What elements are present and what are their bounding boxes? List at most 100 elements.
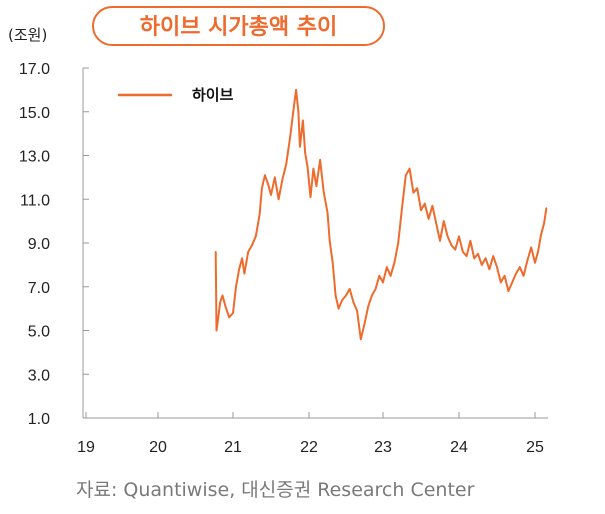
data-point bbox=[215, 329, 218, 332]
data-point bbox=[228, 316, 230, 319]
y-tick-label: 11.0 bbox=[20, 192, 50, 209]
data-point bbox=[264, 174, 266, 176]
x-tick-label: 23 bbox=[374, 439, 392, 456]
data-point bbox=[258, 213, 261, 216]
data-point bbox=[348, 288, 351, 290]
data-point bbox=[302, 119, 304, 122]
data-point bbox=[515, 272, 517, 275]
data-point bbox=[306, 165, 309, 168]
x-tick-label: 22 bbox=[300, 439, 318, 456]
data-point bbox=[232, 312, 234, 314]
data-point bbox=[235, 286, 237, 288]
data-point bbox=[309, 196, 312, 198]
y-tick-label: 9.0 bbox=[28, 236, 50, 253]
data-point bbox=[427, 218, 430, 220]
y-tick-label: 7.0 bbox=[28, 280, 50, 297]
data-point bbox=[530, 246, 532, 249]
data-point bbox=[386, 266, 388, 268]
data-point bbox=[261, 187, 263, 190]
data-point bbox=[435, 222, 438, 225]
data-point bbox=[503, 275, 506, 277]
y-tick-label: 5.0 bbox=[28, 324, 50, 341]
data-point bbox=[450, 244, 453, 246]
series-group bbox=[214, 88, 548, 341]
data-point bbox=[274, 176, 276, 179]
x-tick-label: 20 bbox=[149, 439, 167, 456]
title-pill bbox=[92, 6, 385, 46]
data-point bbox=[247, 251, 249, 253]
data-point bbox=[405, 174, 407, 176]
y-tick-group: 1.0 3.0 5.0 7.0 9.0 11.0 13.0 15.0 17.0 bbox=[19, 61, 89, 428]
data-point bbox=[522, 275, 525, 277]
data-point bbox=[319, 159, 321, 161]
data-point bbox=[439, 240, 441, 242]
data-point bbox=[382, 281, 384, 284]
data-point bbox=[424, 202, 426, 205]
data-point bbox=[408, 167, 411, 170]
data-point bbox=[270, 194, 272, 196]
data-point bbox=[473, 257, 476, 260]
data-point bbox=[443, 220, 445, 222]
data-point bbox=[545, 207, 548, 209]
data-point bbox=[401, 207, 403, 209]
y-tick-label: 17.0 bbox=[19, 61, 50, 78]
data-point bbox=[389, 275, 392, 277]
data-point bbox=[420, 209, 422, 211]
data-point bbox=[304, 152, 307, 155]
data-point bbox=[334, 294, 337, 297]
data-point bbox=[500, 281, 502, 284]
data-point bbox=[360, 338, 362, 341]
data-point bbox=[243, 272, 246, 275]
data-point bbox=[416, 187, 419, 190]
data-point bbox=[285, 163, 288, 166]
data-point bbox=[219, 301, 221, 303]
data-point bbox=[323, 191, 325, 194]
data-point bbox=[326, 211, 329, 214]
data-point bbox=[496, 266, 498, 268]
x-tick-label: 25 bbox=[526, 439, 544, 456]
y-tick-label: 13.0 bbox=[19, 149, 50, 166]
data-point bbox=[431, 205, 434, 207]
data-point bbox=[367, 305, 370, 308]
data-point bbox=[289, 137, 291, 139]
data-point bbox=[371, 294, 373, 297]
x-tick-label: 21 bbox=[224, 439, 242, 456]
data-point bbox=[345, 294, 347, 297]
data-point bbox=[293, 106, 295, 109]
data-point bbox=[454, 248, 457, 251]
data-point bbox=[352, 301, 355, 303]
data-point bbox=[537, 251, 539, 253]
data-point bbox=[341, 299, 344, 301]
data-point bbox=[363, 323, 366, 325]
data-point bbox=[214, 251, 217, 253]
data-point bbox=[462, 251, 464, 253]
data-point bbox=[255, 235, 257, 238]
data-point bbox=[458, 235, 460, 238]
data-point bbox=[526, 259, 529, 262]
unit-label: (조원) bbox=[8, 26, 47, 44]
data-point bbox=[217, 318, 219, 321]
data-point bbox=[221, 294, 224, 297]
data-point bbox=[393, 261, 396, 264]
data-point bbox=[378, 275, 381, 277]
data-point bbox=[477, 253, 479, 255]
data-point bbox=[277, 198, 280, 201]
data-point bbox=[328, 240, 331, 242]
chart-title: 하이브 시가총액 추이 bbox=[140, 15, 337, 40]
data-point bbox=[543, 222, 545, 225]
source-note: 자료: Quantiwise, 대신증권 Research Center bbox=[76, 479, 475, 501]
data-point bbox=[281, 178, 284, 181]
data-point bbox=[488, 268, 491, 271]
data-point bbox=[224, 305, 227, 308]
x-tick-label: 24 bbox=[450, 439, 468, 456]
data-point bbox=[295, 89, 297, 91]
data-point bbox=[534, 261, 536, 264]
data-point bbox=[251, 244, 253, 246]
data-point bbox=[356, 310, 358, 312]
data-point bbox=[446, 235, 449, 238]
y-tick-label: 1.0 bbox=[28, 411, 50, 428]
data-point bbox=[297, 111, 300, 113]
data-point bbox=[519, 266, 521, 268]
